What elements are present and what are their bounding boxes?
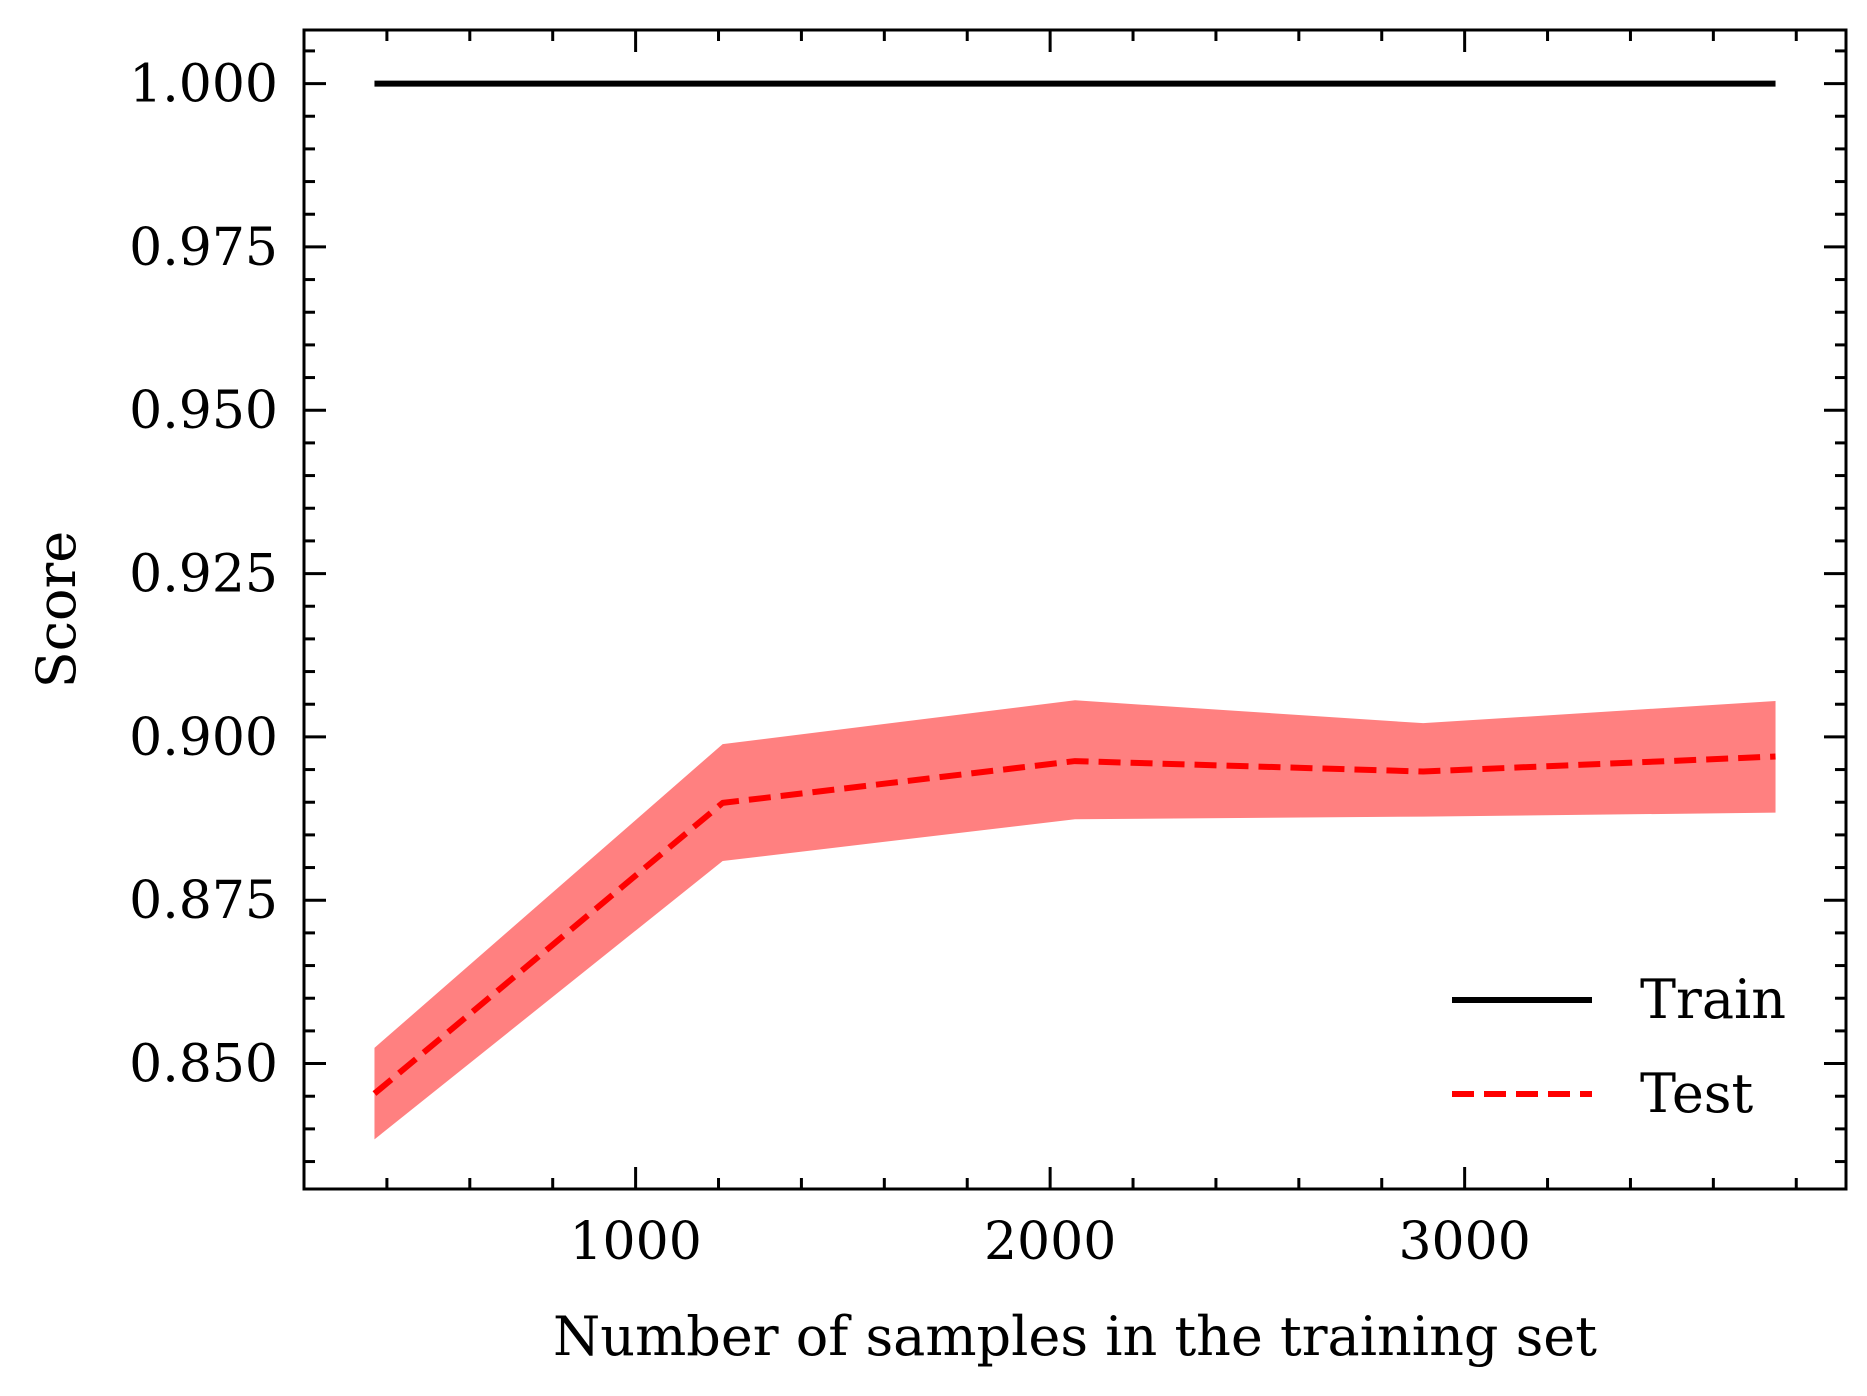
y-tick-label: 0.875 — [129, 871, 278, 931]
legend-test-label: Test — [1640, 1062, 1753, 1125]
y-tick-label: 0.950 — [129, 381, 278, 441]
series-lines-layer — [372, 80, 1776, 1096]
legend-train-label: Train — [1640, 968, 1786, 1031]
test-line — [372, 753, 1776, 1096]
x-tick-label: 1000 — [569, 1212, 701, 1272]
x-tick-label: 3000 — [1398, 1212, 1530, 1272]
y-tick-label: 0.850 — [129, 1035, 278, 1095]
legend: Train Test — [1452, 968, 1786, 1125]
test-confidence-band-layer — [374, 700, 1776, 1140]
x-axis-label: Number of samples in the training set — [553, 1305, 1597, 1368]
y-tick-label: 0.925 — [129, 545, 278, 605]
y-tick-label: 1.000 — [129, 55, 278, 115]
plot-frame — [302, 28, 1848, 1191]
x-tick-label: 2000 — [984, 1212, 1116, 1272]
y-tick-labels: 0.850 0.875 0.900 0.925 0.950 0.975 1.000 — [129, 55, 278, 1095]
tick-marks-layer — [304, 30, 1846, 1189]
y-axis-label: Score — [25, 531, 88, 689]
y-tick-label: 0.900 — [129, 708, 278, 768]
y-tick-label: 0.975 — [129, 218, 278, 278]
x-tick-labels: 1000 2000 3000 — [569, 1212, 1530, 1272]
test-band — [374, 700, 1776, 1140]
